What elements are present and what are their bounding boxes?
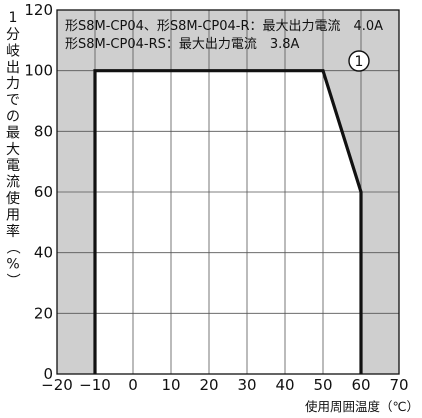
y-axis-label-char: % [6, 257, 19, 273]
y-axis-label-char: 電 [6, 158, 20, 174]
x-tick-label: 40 [275, 376, 294, 394]
x-tick-label: −10 [79, 376, 111, 394]
y-axis-label-char: 使 [6, 190, 20, 207]
y-tick-label: 0 [43, 365, 53, 383]
x-tick-label: 20 [199, 376, 218, 394]
y-axis-label-char: の [6, 109, 20, 125]
note-line-1: 形S8M-CP04、形S8M-CP04-R：最大出力電流 4.0A [65, 19, 383, 34]
annotation-circle [348, 50, 370, 72]
x-tick-label: 10 [161, 376, 180, 394]
y-axis-label-char: 流 [6, 175, 20, 191]
y-axis-label-char: 力 [6, 76, 20, 92]
x-tick-labels: −20 −10 0 10 20 30 40 50 60 70 [41, 376, 408, 394]
y-axis-label-char: 最 [6, 125, 20, 141]
y-tick-label: 100 [24, 62, 53, 80]
y-axis-label-char: 出 [6, 60, 20, 76]
note-line-2: 形S8M-CP04-RS：最大出力電流 3.8A [65, 37, 300, 52]
annotation-label: 1 [355, 54, 364, 70]
y-axis-label-char: 岐 [6, 43, 20, 59]
y-axis-label-char: ） [4, 273, 20, 287]
y-tick-label: 40 [34, 244, 53, 262]
plot-frame [56, 9, 400, 375]
y-tick-label: 80 [34, 122, 53, 140]
y-tick-label: 20 [34, 304, 53, 322]
y-axis-label-char: 用 [6, 207, 20, 223]
y-axis-label-prefix: 1 [9, 10, 18, 26]
y-axis-label-char: （ [4, 240, 20, 254]
y-axis-label-char: で [6, 93, 20, 109]
x-tick-label: 30 [237, 376, 256, 394]
derating-curve [93, 69, 363, 374]
x-tick-label: 50 [313, 376, 332, 394]
operating-area [95, 70, 361, 374]
y-tick-labels: 0 20 40 60 80 100 120 [24, 1, 53, 383]
x-tick-label: 60 [351, 376, 370, 394]
y-tick-label: 120 [24, 1, 53, 19]
x-tick-label: −20 [41, 376, 73, 394]
y-axis-label-char: 率 [6, 223, 20, 240]
y-axis-label-char: 分 [6, 27, 20, 43]
annotation-marker: 1 [348, 50, 370, 72]
x-tick-label: 70 [389, 376, 408, 394]
y-tick-label: 60 [34, 183, 53, 201]
y-axis-label-char: 大 [6, 142, 20, 158]
x-axis-label: 使用周囲温度（℃） [305, 399, 419, 414]
x-tick-label: 0 [128, 376, 138, 394]
